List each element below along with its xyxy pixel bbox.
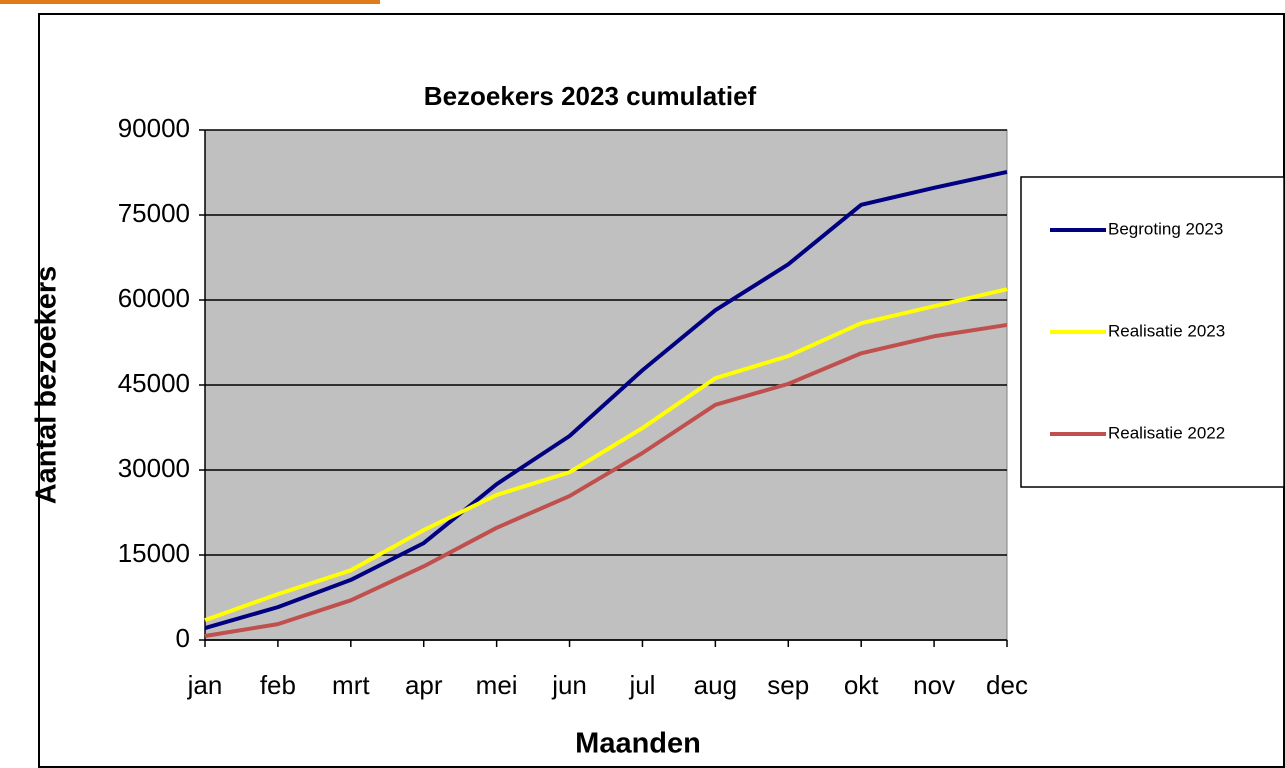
x-tick-label: sep — [767, 670, 809, 700]
x-tick-label: nov — [913, 670, 955, 700]
y-tick-label: 30000 — [118, 453, 190, 483]
y-tick-label: 90000 — [118, 113, 190, 143]
decor-underline — [0, 0, 380, 4]
x-tick-label: aug — [694, 670, 737, 700]
x-tick-label: okt — [844, 670, 879, 700]
y-tick-label: 60000 — [118, 283, 190, 313]
x-tick-label: jun — [551, 670, 587, 700]
legend-label: Begroting 2023 — [1108, 219, 1223, 238]
x-tick-label: apr — [405, 670, 443, 700]
legend-label: Realisatie 2022 — [1108, 423, 1225, 442]
series-line — [204, 169, 1008, 631]
x-axis-title: Maanden — [575, 728, 701, 760]
series-line — [204, 322, 1008, 639]
y-tick-label: 45000 — [118, 368, 190, 398]
x-tick-label: dec — [986, 670, 1028, 700]
x-tick-label: feb — [260, 670, 296, 700]
y-tick-label: 15000 — [118, 538, 190, 568]
y-tick-label: 0 — [176, 623, 190, 653]
series-line — [204, 287, 1008, 623]
y-axis-title: Aantal bezoekers — [31, 266, 63, 505]
y-tick-label: 75000 — [118, 198, 190, 228]
x-tick-label: mei — [476, 670, 518, 700]
x-tick-label: mrt — [332, 670, 370, 700]
legend-label: Realisatie 2023 — [1108, 321, 1225, 340]
x-tick-label: jan — [187, 670, 223, 700]
x-tick-label: jul — [628, 670, 655, 700]
chart-title: Bezoekers 2023 cumulatief — [424, 81, 757, 111]
